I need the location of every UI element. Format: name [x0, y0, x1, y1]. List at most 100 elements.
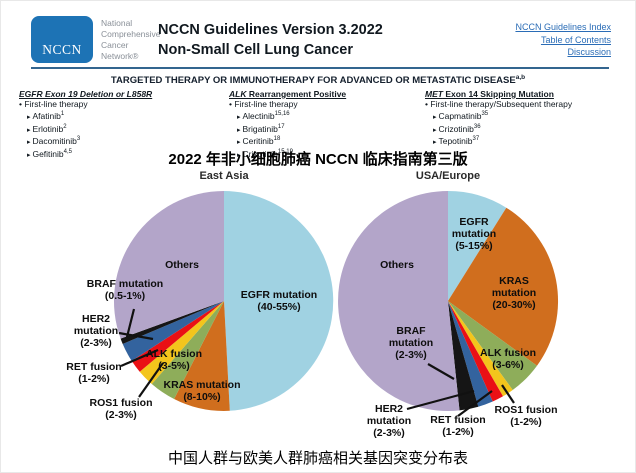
pie-label-egfr-mutation: EGFR mutation (40-55%): [240, 289, 318, 313]
guideline-title: NCCN Guidelines Version 3.2022 Non-Small…: [158, 20, 383, 60]
therapy-heading: EGFR Exon 19 Deletion or L858R: [19, 89, 153, 100]
pointer-line-ret-fusion: [457, 390, 493, 417]
page-title-line1: NCCN Guidelines Version 3.2022: [158, 22, 383, 38]
therapy-columns: EGFR Exon 19 Deletion or L858R First-lin…: [1, 89, 635, 158]
pie-slice-others: [338, 191, 460, 411]
pie-slice-egfr-mutation: [224, 191, 334, 411]
pie-slice-braf-mutation: [120, 301, 224, 344]
banner-superscript: a,b: [515, 74, 526, 81]
banner-title: TARGETED THERAPY OR IMMUNOTHERAPY FOR AD…: [1, 74, 635, 86]
drug-item: Ceritinib18: [237, 135, 346, 148]
pie-label-alk-fusion: ALK fusion (3-5%): [146, 348, 202, 372]
drug-list: Alectinib15,16Brigatinib17Ceritinib18Cri…: [229, 110, 346, 161]
pie-svg-east-asia: [113, 191, 334, 411]
pie-chart-east-asia: EGFR mutation (40-55%) KRAS mutation (8-10%…: [66, 190, 335, 421]
pie-label-braf-mutation: BRAF mutation (0.5-1%): [86, 278, 164, 302]
drug-footnote-superscript: 1: [60, 111, 65, 118]
therapy-heading-segment: Rearrangement Positive: [246, 89, 347, 99]
pie-slice-ret-fusion: [131, 301, 224, 372]
pie-slice-alk-fusion: [448, 301, 537, 390]
link-table-of-contents[interactable]: Table of Contents: [540, 34, 611, 45]
pie-label-ret-fusion: RET fusion (1-2%): [66, 361, 122, 385]
pie-label-braf-mutation: BRAF mutation (2-3%): [388, 325, 434, 361]
link-guidelines-index[interactable]: NCCN Guidelines Index: [515, 22, 611, 32]
drug-footnote-superscript: 3: [76, 136, 81, 143]
therapy-heading-segment: Exon 14 Skipping Mutation: [442, 89, 554, 99]
pie-title-east-asia: East Asia: [199, 170, 249, 182]
pie-label-kras-mutation: KRAS mutation (8-10%): [163, 379, 241, 403]
page-title-line2: Non-Small Cell Lung Cancer: [158, 42, 353, 58]
pie-title-usa-europe: USA/Europe: [415, 170, 481, 182]
pie-label-kras-mutation: KRAS mutation (20-30%): [491, 275, 537, 311]
nav-links: NCCN Guidelines Index Table of Contents …: [515, 21, 611, 59]
pie-chart-usa-europe: EGFR mutation (5-15%) KRAS mutation (20-30%) A…: [337, 190, 559, 439]
first-line-label: First-line therapy/Subsequent therapy: [425, 99, 572, 110]
therapy-column-alk: ALK Rearrangement Positive First-line th…: [229, 89, 347, 161]
pie-slice-kras-mutation: [174, 301, 230, 411]
chinese-title: 2022 年非小细胞肺癌 NCCN 临床指南第三版: [168, 151, 468, 168]
drug-item: Gefitinib4,5: [27, 148, 152, 161]
nccn-logo: NCCN: [31, 16, 93, 63]
header-divider: [31, 67, 609, 69]
pie-label-ros1-fusion: ROS1 fusion (2-3%): [89, 397, 153, 421]
pie-label-her2-mutation: HER2 mutation (2-3%): [366, 403, 412, 439]
pointer-line-her2-mutation: [406, 389, 475, 411]
pie-slice-alk-fusion: [151, 301, 224, 399]
drug-footnote-superscript: 17: [277, 123, 285, 130]
drug-item: Erlotinib2: [27, 123, 152, 136]
pie-slice-egfr-mutation: [448, 191, 507, 301]
pie-label-egfr-mutation: EGFR mutation (5-15%): [451, 216, 497, 252]
pie-label-others: Others: [380, 259, 414, 271]
drug-list: Capmatinib35Crizotinib36Tepotinib37: [425, 110, 572, 148]
therapy-column-met: MET Exon 14 Skipping Mutation First-line…: [425, 89, 572, 148]
pointer-line-ros1-fusion: [501, 384, 515, 404]
pointer-line-ros1-fusion: [138, 362, 164, 398]
therapy-column-egfr: EGFR Exon 19 Deletion or L858R First-lin…: [19, 89, 153, 161]
link-discussion[interactable]: Discussion: [567, 47, 611, 57]
pie-slice-her2-mutation: [122, 301, 224, 361]
pointer-line-braf-mutation: [427, 363, 455, 380]
pie-label-others: Others: [165, 259, 199, 271]
drug-item: Crizotinib36: [433, 123, 572, 136]
org-line: Network®: [101, 51, 139, 61]
therapy-heading-segment: EGFR Exon 19 Deletion or L858R: [19, 89, 153, 99]
drug-footnote-superscript: 4,5: [63, 148, 72, 155]
pie-slice-ros1-fusion: [448, 301, 513, 397]
org-line: National: [101, 18, 133, 28]
therapy-heading-segment: MET: [425, 89, 443, 99]
banner-text: TARGETED THERAPY OR IMMUNOTHERAPY FOR AD…: [110, 75, 516, 87]
bottom-caption: 中国人群与欧美人群肺癌相关基因突变分布表: [167, 450, 468, 467]
org-line: Cancer: [101, 40, 129, 50]
pie-label-ret-fusion: RET fusion (1-2%): [430, 414, 486, 438]
drug-item: Crizotinib15,19: [237, 148, 346, 161]
drug-footnote-superscript: 35: [481, 111, 489, 118]
pie-slice-braf-mutation: [448, 301, 479, 411]
pie-slice-others: [113, 191, 224, 339]
drug-item: Brigatinib17: [237, 123, 346, 136]
therapy-heading-segment: ALK: [229, 89, 247, 99]
first-line-label: First-line therapy: [229, 99, 346, 110]
pie-label-ros1-fusion: ROS1 fusion (1-2%): [494, 404, 558, 428]
drug-item: Afatinib1: [27, 110, 152, 123]
drug-footnote-superscript: 15,19: [277, 148, 293, 155]
drug-item: Alectinib15,16: [237, 110, 346, 123]
drug-footnote-superscript: 2: [63, 123, 67, 130]
pointer-line-her2-mutation: [118, 331, 154, 341]
pointer-line-braf-mutation: [125, 308, 136, 338]
org-line: Comprehensive: [101, 29, 161, 39]
pie-slice-ros1-fusion: [139, 301, 224, 384]
nccn-logo-text: NCCN: [42, 42, 82, 57]
pie-slice-kras-mutation: [448, 207, 559, 366]
pointer-line-ret-fusion: [120, 348, 159, 368]
pie-label-alk-fusion: ALK fusion (3-6%): [480, 347, 536, 371]
pie-label-her2-mutation: HER2 mutation (2-3%): [73, 313, 119, 349]
drug-footnote-superscript: 18: [273, 136, 281, 143]
therapy-heading: ALK Rearrangement Positive: [229, 89, 347, 100]
drug-footnote-superscript: 37: [472, 136, 480, 143]
drug-item: Tepotinib37: [433, 135, 572, 148]
pie-slice-her2-mutation: [448, 301, 493, 407]
drug-item: Dacomitinib3: [27, 135, 152, 148]
pie-slice-ret-fusion: [448, 301, 503, 402]
org-name: National Comprehensive Cancer Network®: [101, 18, 161, 62]
